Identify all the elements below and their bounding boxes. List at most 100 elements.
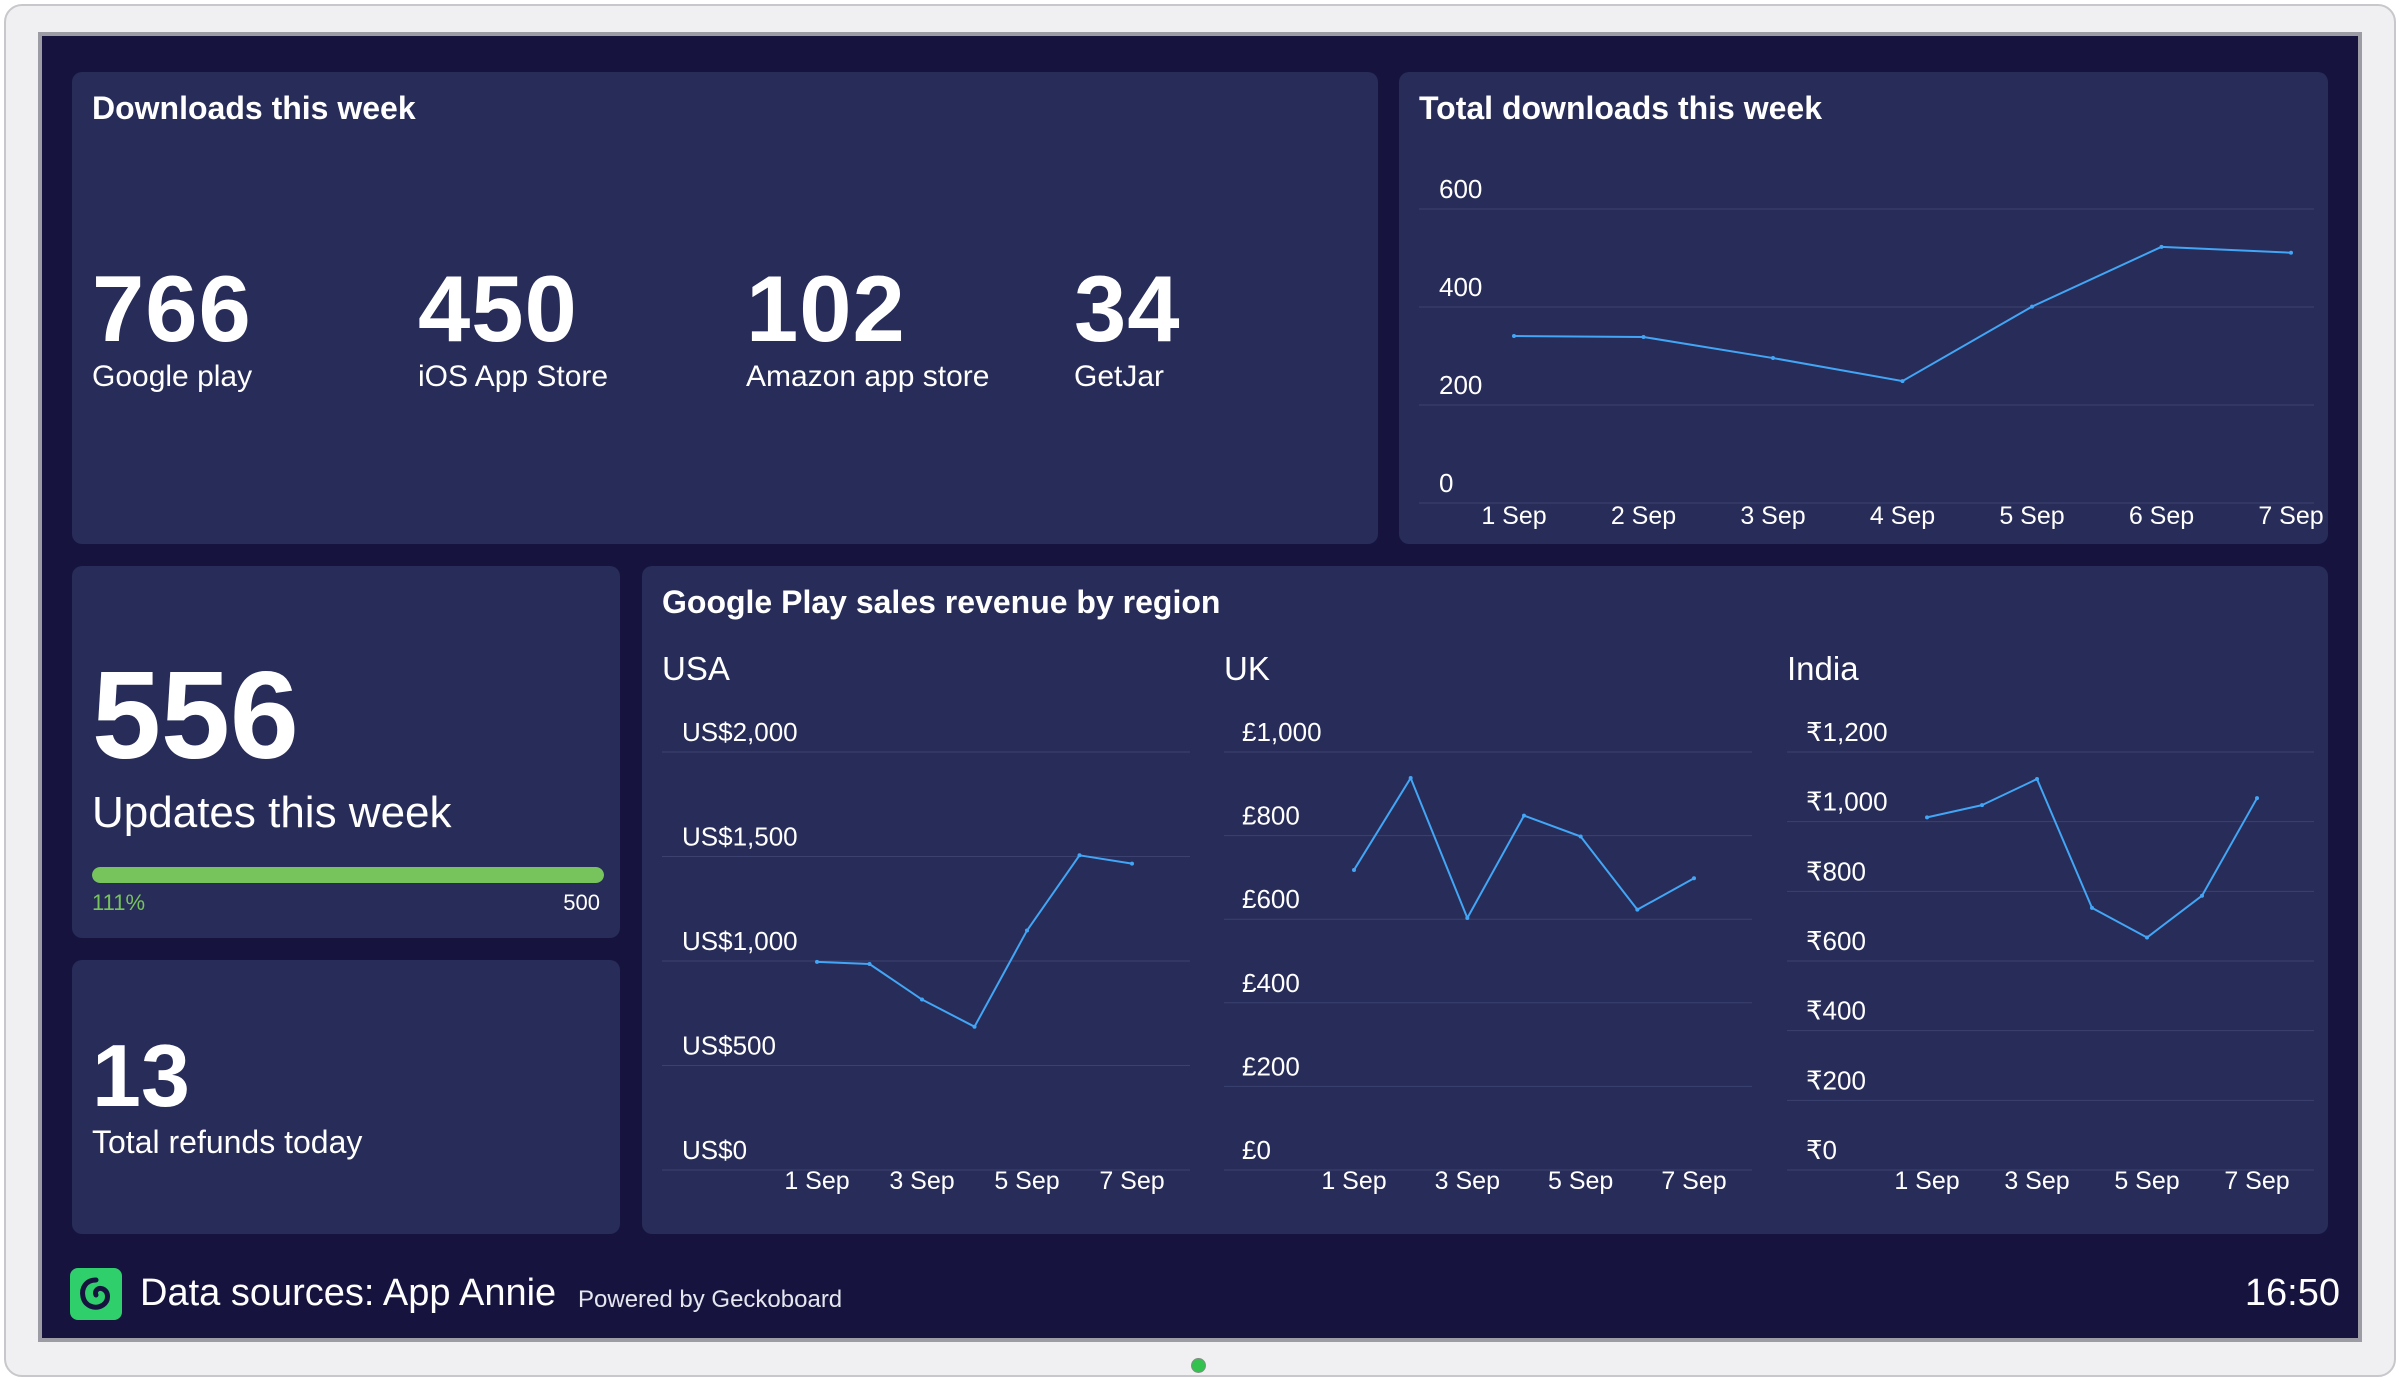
x-tick-label: 3 Sep: [2004, 1167, 2069, 1195]
store-stat-getjar: 34 GetJar: [1074, 262, 1181, 394]
store-stat-ios: 450 iOS App Store: [418, 262, 608, 394]
data-point: [2030, 304, 2034, 309]
x-tick-label: 1 Sep: [1321, 1167, 1386, 1195]
updates-progress-goal: 500: [563, 890, 600, 915]
store-stat-label: GetJar: [1074, 360, 1165, 393]
total-downloads-chart: 0 200 400 600 1 Sep 2 Sep 3 Sep 4 Sep 5 Sep 6 Sep…: [1419, 174, 2324, 530]
data-point: [920, 997, 924, 1002]
data-point: [2035, 777, 2039, 782]
data-point: [1408, 775, 1413, 780]
store-stat-value: 102: [746, 256, 906, 361]
store-stat-value: 450: [418, 256, 578, 361]
uk-revenue-chart: £0 £200 £400 £600 £800 £1,000 1 Sep 3 Sep 5 Sep 7…: [1224, 717, 1752, 1195]
dashboard-screen: Downloads this week 766 Google play 450 …: [38, 32, 2362, 1342]
data-point: [2090, 905, 2094, 910]
downloads-panel: Downloads this week 766 Google play 450 …: [72, 72, 1378, 544]
data-point: [1352, 867, 1356, 872]
y-tick-label: £1,000: [1242, 717, 1322, 747]
data-point: [2200, 893, 2204, 898]
data-point: [1980, 803, 1984, 808]
series-line: [1513, 245, 2292, 383]
data-point: [1130, 861, 1134, 866]
updates-value: 556: [92, 647, 299, 785]
total-downloads-panel: Total downloads this week 0 200 400 600 1 Se…: [1399, 72, 2328, 544]
x-tick-label: 3 Sep: [1435, 1167, 1500, 1195]
store-stat-label: Amazon app store: [746, 360, 990, 393]
y-tick-label: US$500: [682, 1031, 776, 1061]
y-tick-label: 600: [1439, 174, 1482, 204]
y-tick-label: 200: [1439, 370, 1482, 400]
y-tick-label: £600: [1242, 884, 1300, 914]
updates-progress-percent: 111%: [92, 890, 146, 915]
x-tick-label: 7 Sep: [1661, 1167, 1726, 1195]
y-tick-label: ₹200: [1806, 1065, 1866, 1095]
y-tick-label: ₹1,200: [1806, 717, 1888, 747]
store-stat-google-play: 766 Google play: [92, 262, 252, 394]
store-stat-label: iOS App Store: [418, 360, 609, 393]
region-title-uk: UK: [1224, 650, 1270, 687]
x-tick-label: 5 Sep: [994, 1167, 1059, 1195]
y-tick-label: ₹600: [1806, 926, 1866, 956]
usa-revenue-chart: US$0 US$500 US$1,000 US$1,500 US$2,000 1 Sep 3…: [662, 717, 1190, 1195]
y-tick-label: £400: [1242, 968, 1300, 998]
region-title-usa: USA: [662, 650, 730, 687]
india-revenue-chart: ₹0 ₹200 ₹400 ₹600 ₹800 ₹1,000 ₹1,200 1 Sep 3 Sep…: [1787, 717, 2314, 1195]
updates-label: Updates this week: [92, 788, 452, 837]
updates-progress-track: [92, 867, 604, 883]
data-point: [972, 1024, 977, 1029]
x-tick-label: 6 Sep: [2129, 502, 2194, 530]
data-sources-text: Data sources: App Annie: [140, 1272, 557, 1314]
y-tick-label: £800: [1242, 801, 1300, 831]
x-tick-label: 5 Sep: [1548, 1167, 1613, 1195]
data-point: [2289, 250, 2293, 255]
y-tick-label: 0: [1439, 468, 1453, 498]
data-point: [1641, 334, 1646, 339]
data-point: [1522, 813, 1526, 818]
y-tick-label: ₹400: [1806, 996, 1866, 1026]
y-tick-label: ₹0: [1806, 1135, 1837, 1165]
data-point: [1900, 379, 1905, 384]
series-line: [1926, 778, 2258, 939]
store-stat-amazon: 102 Amazon app store: [746, 262, 989, 394]
downloads-panel-title: Downloads this week: [92, 90, 416, 126]
y-tick-label: ₹800: [1806, 856, 1866, 886]
region-title-india: India: [1787, 650, 1859, 687]
data-point: [2145, 935, 2149, 940]
power-led-indicator: [1191, 1358, 1206, 1373]
data-point: [1025, 928, 1029, 933]
x-tick-label: 7 Sep: [1099, 1167, 1164, 1195]
updates-panel: 556 Updates this week 111% 500: [72, 566, 620, 938]
x-tick-label: 2 Sep: [1611, 502, 1676, 530]
x-tick-label: 7 Sep: [2258, 502, 2323, 530]
x-tick-label: 5 Sep: [1999, 502, 2064, 530]
updates-progress-fill: [92, 867, 604, 883]
data-point: [2255, 796, 2259, 801]
store-stat-value: 766: [92, 256, 252, 361]
x-tick-label: 3 Sep: [889, 1167, 954, 1195]
powered-by-text: Powered by Geckoboard: [578, 1286, 843, 1313]
y-tick-label: 400: [1439, 272, 1482, 302]
data-point: [1692, 876, 1696, 881]
x-tick-label: 1 Sep: [1894, 1167, 1959, 1195]
data-point: [1635, 907, 1640, 912]
y-tick-label: US$1,000: [682, 926, 798, 956]
clock-time: 16:50: [2244, 1272, 2340, 1314]
data-point: [815, 959, 819, 964]
x-tick-label: 4 Sep: [1870, 502, 1935, 530]
y-tick-label: US$2,000: [682, 717, 798, 747]
y-tick-label: £200: [1242, 1051, 1300, 1081]
x-tick-label: 3 Sep: [1740, 502, 1805, 530]
data-point: [867, 961, 872, 966]
revenue-panel-title: Google Play sales revenue by region: [662, 584, 1221, 620]
x-tick-label: 7 Sep: [2224, 1167, 2289, 1195]
refunds-panel: 13 Total refunds today: [72, 960, 620, 1234]
store-stat-label: Google play: [92, 360, 253, 393]
data-point: [1465, 916, 1470, 921]
data-point: [1925, 815, 1929, 820]
data-point: [1771, 356, 1775, 361]
refunds-value: 13: [92, 1026, 190, 1125]
store-stat-value: 34: [1074, 256, 1181, 361]
data-point: [1578, 834, 1583, 839]
data-point: [2159, 244, 2164, 249]
geckoboard-logo-icon: [70, 1268, 122, 1320]
